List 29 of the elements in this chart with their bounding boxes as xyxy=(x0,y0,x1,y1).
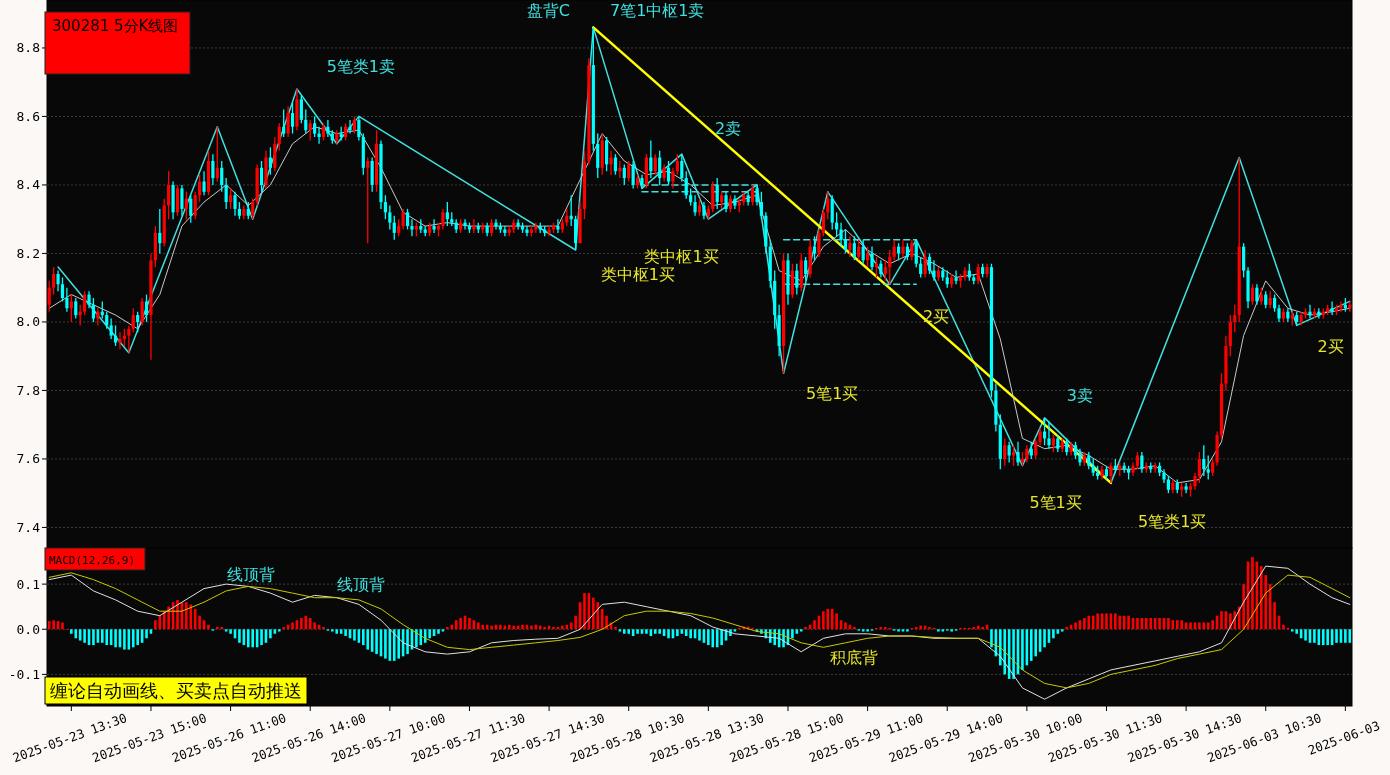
annotation: 缠论自动画线、买卖点自动推送 xyxy=(50,680,302,701)
y-tick-label: 7.4 xyxy=(16,519,41,535)
annotation: 5笔类1卖 xyxy=(326,57,396,76)
y-tick-label: 7.8 xyxy=(16,382,40,398)
y-tick-label: 0.1 xyxy=(16,576,40,592)
y-tick-label: 8.6 xyxy=(16,108,40,124)
y-tick-label: 8.8 xyxy=(16,40,40,56)
annotation: 3卖 xyxy=(1066,386,1094,405)
text: 300281 5分K线图 xyxy=(52,17,179,35)
y-tick-label: 0.0 xyxy=(16,621,40,637)
annotation: 5笔1买 xyxy=(1029,493,1082,512)
annotation: 5笔类1买 xyxy=(1138,512,1207,531)
annotation: 2买 xyxy=(1317,337,1344,356)
annotation: 5笔1买 xyxy=(805,384,859,403)
annotation: 线顶背 xyxy=(227,565,276,584)
annotation: 积底背 xyxy=(830,648,879,667)
annotation: 类中枢1买 xyxy=(644,247,719,266)
annotation: 类中枢1买 xyxy=(600,265,675,284)
annotation: 2买 xyxy=(923,307,950,326)
annotation: 7笔1中枢1卖 xyxy=(609,1,705,20)
annotation: 盘背C xyxy=(526,1,570,20)
text: MACD(12,26,9) xyxy=(49,554,136,567)
y-tick-label: -0.1 xyxy=(8,666,40,682)
annotation: 2卖 xyxy=(715,119,742,138)
annotation: 线顶背 xyxy=(336,575,385,594)
y-tick-label: 8.4 xyxy=(16,177,41,193)
y-tick-label: 8.0 xyxy=(16,314,40,330)
y-tick-label: 8.2 xyxy=(16,245,40,261)
y-tick-label: 7.6 xyxy=(16,451,40,467)
